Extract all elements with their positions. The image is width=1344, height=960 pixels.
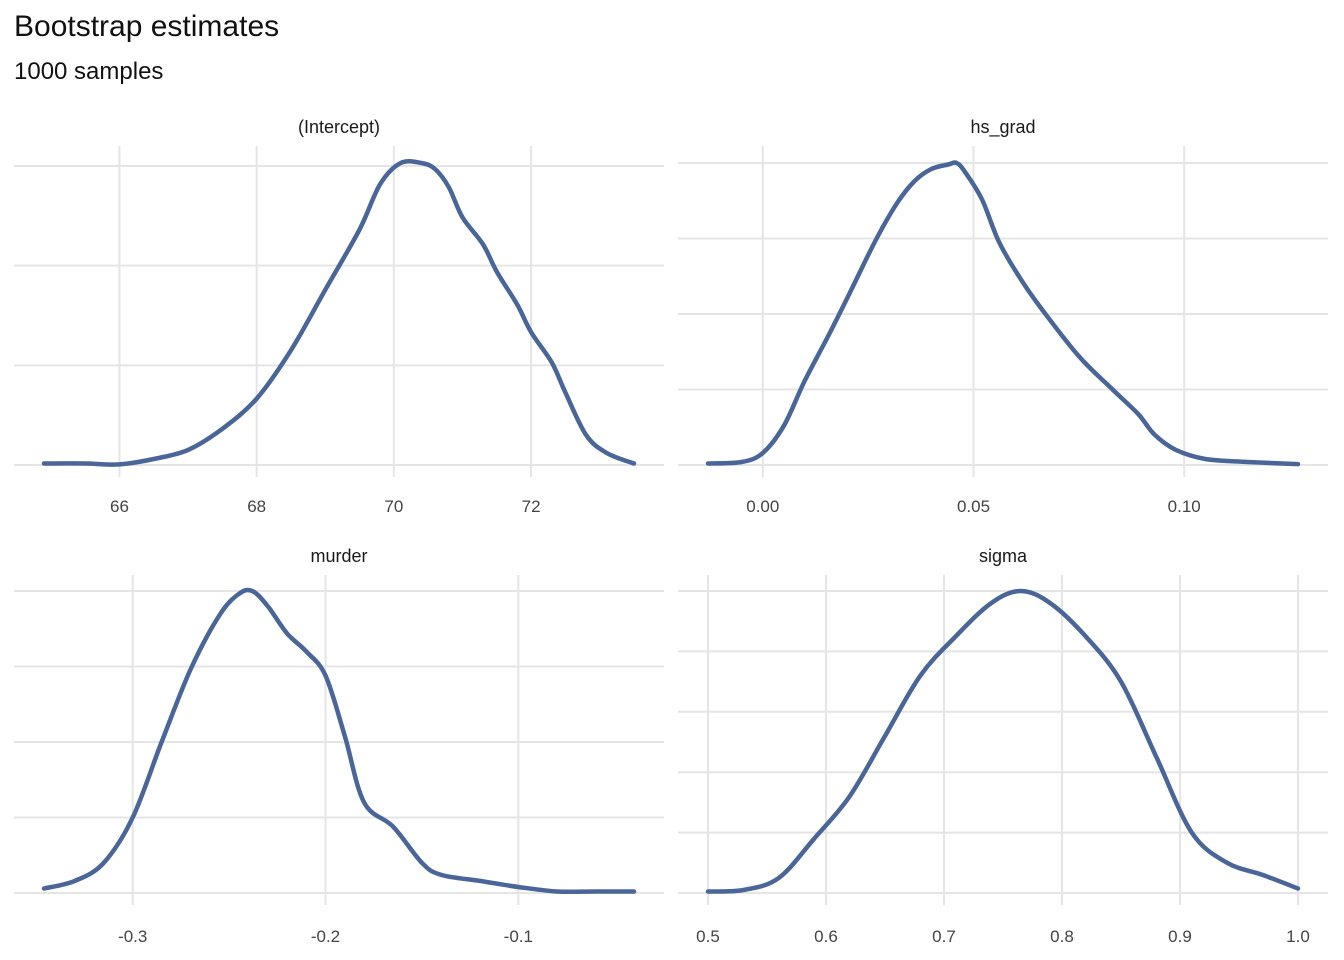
- density-curve: [41, 158, 637, 467]
- x-tick-label: 0.6: [814, 927, 838, 946]
- facet-strip-label: (Intercept): [298, 117, 380, 137]
- x-tick-label: 0.5: [696, 927, 720, 946]
- x-tick-label: 0.05: [957, 497, 990, 516]
- density-curve: [41, 587, 637, 895]
- chart-subtitle: 1000 samples: [14, 58, 164, 85]
- facet-panel-1: hs_grad 0.00 0.05 0.10: [678, 117, 1328, 516]
- x-tick-label: 0.7: [932, 927, 956, 946]
- chart-title: Bootstrap estimates: [14, 10, 280, 43]
- x-tick-label: -0.1: [504, 927, 533, 946]
- x-tick-label: -0.2: [311, 927, 340, 946]
- facet-strip-label: hs_grad: [970, 117, 1035, 138]
- facet-strip-label: sigma: [979, 546, 1028, 566]
- facet-strip-label: murder: [310, 546, 367, 566]
- x-tick-label: 0.10: [1168, 497, 1201, 516]
- x-tick-label: 0.8: [1050, 927, 1074, 946]
- facet-panel-2: murder -0.3 -0.2 -0.1: [14, 546, 664, 946]
- x-tick-label: 66: [110, 497, 129, 516]
- density-curve: [705, 588, 1301, 894]
- x-tick-label: 1.0: [1286, 927, 1310, 946]
- x-tick-label: -0.3: [118, 927, 147, 946]
- x-tick-label: 0.00: [746, 497, 779, 516]
- x-tick-label: 70: [384, 497, 403, 516]
- x-tick-label: 72: [522, 497, 541, 516]
- facet-panel-3: sigma 0.5 0.6 0.7 0.8 0.9 1.0: [678, 546, 1328, 946]
- x-tick-label: 68: [247, 497, 266, 516]
- density-curve: [705, 160, 1301, 467]
- x-tick-label: 0.9: [1168, 927, 1192, 946]
- facet-panel-0: (Intercept) 66 68 70 72: [14, 117, 664, 516]
